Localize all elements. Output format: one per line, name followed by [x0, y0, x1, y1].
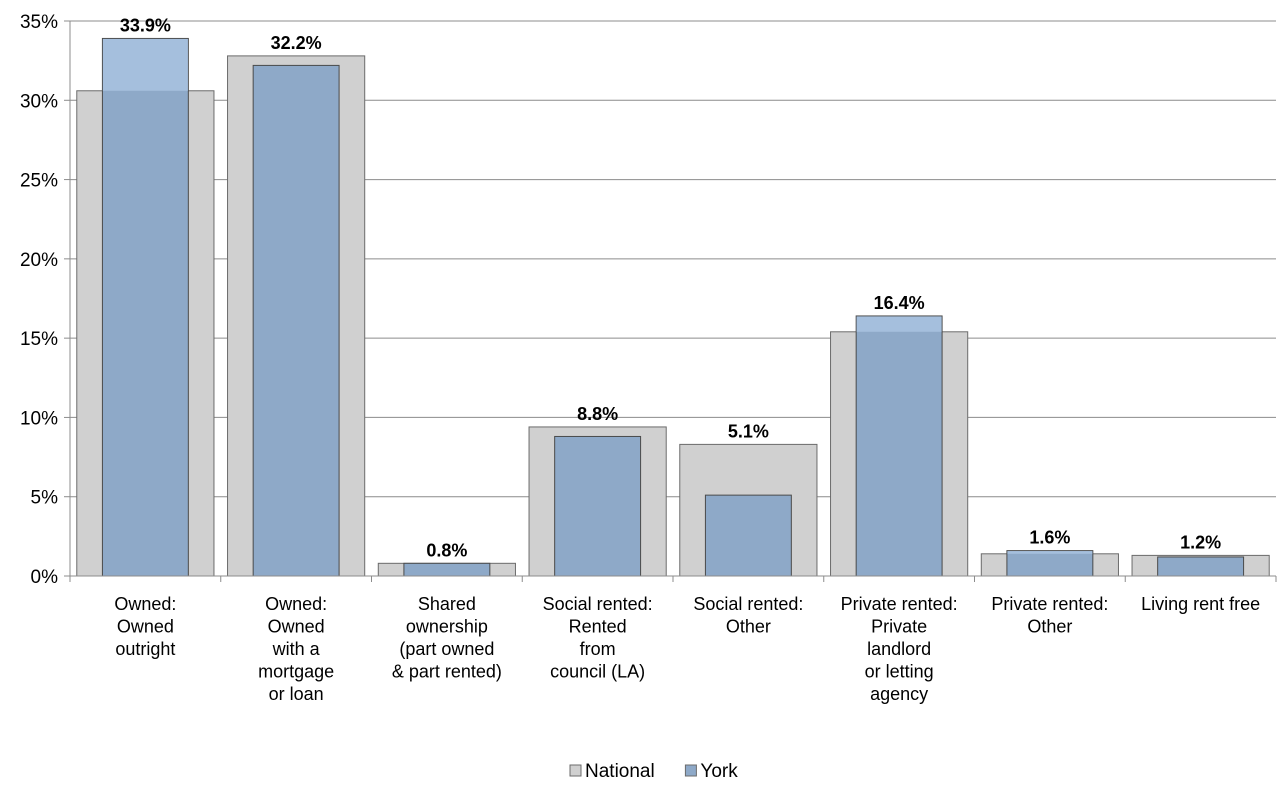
data-label-york: 16.4%	[874, 293, 925, 313]
bars	[76, 37, 1270, 577]
category-label: Social rented: Rented from council (LA)	[543, 594, 653, 682]
legend: National York	[569, 761, 738, 782]
category-label: Owned: Owned outright	[114, 594, 176, 659]
data-label-york: 1.6%	[1029, 528, 1070, 548]
y-tick-label: 30%	[20, 91, 58, 112]
bar-york-above-national	[102, 38, 188, 91]
category-label: Shared ownership (part owned & part rented)	[392, 594, 502, 682]
bar-york	[252, 64, 340, 577]
y-axis-tick-labels: 0% 5% 10% 15% 20% 25% 30% 35%	[20, 12, 58, 588]
category-label: Owned: Owned with a mortgage or loan	[258, 594, 334, 704]
axes	[64, 20, 1277, 582]
y-tick-label: 15%	[20, 329, 58, 350]
bar-york	[1006, 550, 1094, 577]
y-tick-label: 25%	[20, 171, 58, 192]
y-tick-label: 10%	[20, 408, 58, 429]
y-tick-label: 20%	[20, 250, 58, 271]
category-labels: Owned: Owned outright Owned: Owned with a mort…	[114, 594, 1260, 704]
y-tick-label: 5%	[31, 488, 59, 509]
y-tick-label: 0%	[31, 567, 59, 588]
category-label: Private rented: Private landlord or letting…	[841, 594, 958, 704]
data-labels: 33.9% 32.2% 0.8% 8.8% 5.1% 16.4% 1.6% 1.2%	[120, 15, 1221, 560]
legend-label-national: National	[585, 761, 655, 782]
bar-york	[704, 494, 792, 577]
data-label-york: 0.8%	[426, 540, 467, 560]
bar-york	[403, 562, 491, 577]
bar-york	[855, 315, 943, 577]
data-label-york: 5.1%	[728, 421, 769, 441]
legend-label-york: York	[700, 761, 738, 782]
data-label-york: 33.9%	[120, 15, 171, 35]
bar-york-above-national	[856, 316, 942, 332]
data-label-york: 1.2%	[1180, 532, 1221, 552]
category-label: Social rented: Other	[693, 594, 803, 637]
legend-swatch-york	[684, 764, 697, 777]
bar-york	[554, 435, 642, 577]
category-label: Private rented: Other	[991, 594, 1108, 637]
bar-york	[1157, 556, 1245, 577]
bar-york	[101, 37, 189, 577]
bar-york-above-national	[1007, 551, 1093, 554]
category-label: Living rent free	[1141, 594, 1260, 614]
data-label-york: 8.8%	[577, 404, 618, 424]
legend-swatch-national	[569, 764, 582, 777]
y-tick-label: 35%	[20, 12, 58, 33]
data-label-york: 32.2%	[271, 33, 322, 53]
